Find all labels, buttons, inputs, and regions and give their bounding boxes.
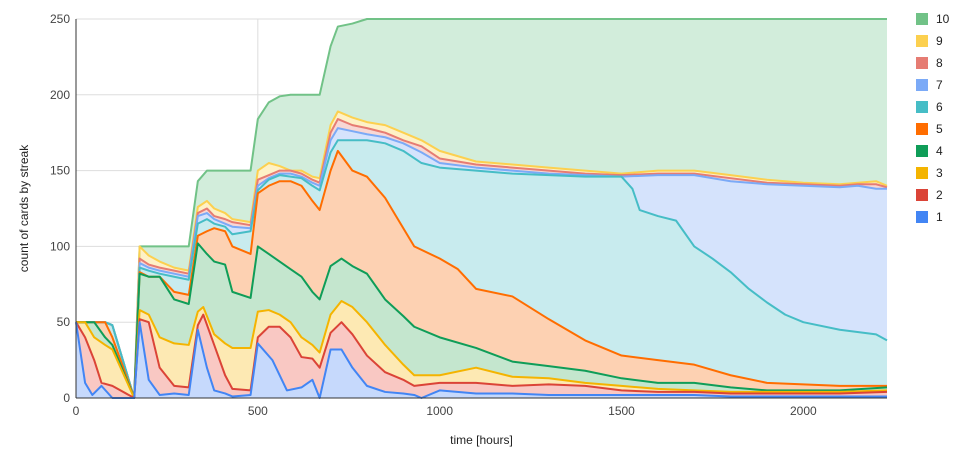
- area-series-7: [76, 128, 887, 399]
- line-series-2: [75, 313, 888, 399]
- x-tick-label-1000: 1000: [426, 404, 453, 418]
- legend-item-9[interactable]: 9: [916, 34, 943, 48]
- y-axis-title: count of cards by streak: [17, 144, 31, 272]
- legend-swatch-9: [916, 35, 928, 47]
- line-series-7: [76, 127, 887, 399]
- tick-labels: 0 500 1000 1500 2000 0 50 100 150 200 250: [50, 12, 817, 418]
- y-tick-label-150: 150: [50, 164, 70, 178]
- legend-swatch-6: [916, 101, 928, 113]
- legend-label-7: 7: [936, 78, 943, 92]
- legend-item-6[interactable]: 6: [916, 100, 943, 114]
- area-series-10: [76, 19, 887, 398]
- legend-item-5[interactable]: 5: [916, 122, 943, 136]
- legend-label-8: 8: [936, 56, 943, 70]
- area-series-1: [76, 322, 887, 398]
- area-series-6: [76, 140, 887, 398]
- area-series-4: [76, 243, 887, 398]
- legend-label-10: 10: [936, 12, 950, 26]
- legend-swatch-5: [916, 123, 928, 135]
- legend-label-3: 3: [936, 166, 943, 180]
- legend-item-4[interactable]: 4: [916, 144, 943, 158]
- y-tick-label-0: 0: [63, 391, 70, 405]
- legend-swatch-3: [916, 167, 928, 179]
- line-series-4: [76, 242, 888, 399]
- line-series-1: [75, 321, 887, 399]
- y-tick-label-200: 200: [50, 88, 70, 102]
- legend-item-7[interactable]: 7: [916, 78, 943, 92]
- line-series-9: [76, 110, 888, 399]
- x-axis-title: time [hours]: [450, 433, 513, 447]
- legend-item-3[interactable]: 3: [916, 166, 943, 180]
- legend-swatch-7: [916, 79, 928, 91]
- legend-label-9: 9: [936, 34, 943, 48]
- legend-label-4: 4: [936, 144, 943, 158]
- y-tick-label-100: 100: [50, 239, 70, 253]
- legend-swatch-2: [916, 189, 928, 201]
- x-tick-label-2000: 2000: [790, 404, 817, 418]
- legend-label-5: 5: [936, 122, 943, 136]
- legend-item-10[interactable]: 10: [916, 12, 950, 26]
- legend-swatch-8: [916, 57, 928, 69]
- area-fills: [76, 19, 887, 399]
- line-series-8: [76, 118, 888, 399]
- line-series-3: [76, 299, 888, 399]
- legend-swatch-10: [916, 13, 928, 25]
- legend[interactable]: 10 9 8 7 6 5 4 3 2 1: [916, 12, 950, 224]
- x-tick-label-500: 500: [248, 404, 268, 418]
- y-tick-label-50: 50: [57, 315, 71, 329]
- legend-label-6: 6: [936, 100, 943, 114]
- x-tick-label-1500: 1500: [608, 404, 635, 418]
- legend-item-2[interactable]: 2: [916, 188, 943, 202]
- legend-item-8[interactable]: 8: [916, 56, 943, 70]
- legend-swatch-1: [916, 211, 928, 223]
- legend-label-1: 1: [936, 210, 943, 224]
- legend-swatch-4: [916, 145, 928, 157]
- legend-label-2: 2: [936, 188, 943, 202]
- y-tick-label-250: 250: [50, 12, 70, 26]
- x-tick-label-0: 0: [73, 404, 80, 418]
- legend-item-1[interactable]: 1: [916, 210, 943, 224]
- axes: [75, 19, 887, 399]
- area-series-5: [76, 150, 887, 398]
- area-series-2: [76, 314, 887, 398]
- area-series-3: [76, 300, 887, 398]
- series-lines: [75, 18, 888, 399]
- line-series-6: [76, 139, 888, 399]
